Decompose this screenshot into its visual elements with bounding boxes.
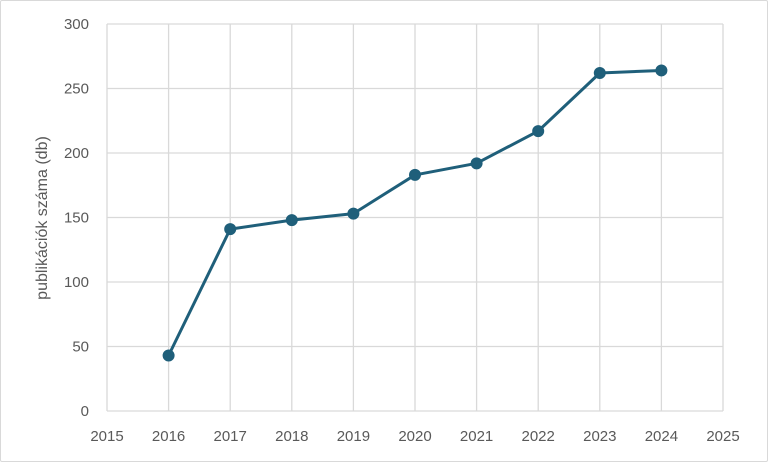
x-tick-label-2024: 2024: [645, 428, 678, 445]
x-tick-label-2023: 2023: [583, 428, 616, 445]
axis-tick-labels: 0 50 100 150 200 250 300 2015 2016 2017 2018 2019 20…: [64, 16, 740, 445]
grid-layer: [106, 23, 724, 412]
data-point-2023: [593, 67, 606, 80]
x-tick-label-2022: 2022: [522, 428, 555, 445]
x-tick-label-2015: 2015: [90, 428, 123, 445]
series-layer: [162, 64, 668, 362]
data-point-2016: [162, 349, 175, 362]
data-point-2020: [409, 168, 421, 181]
y-tick-label-250: 250: [64, 81, 89, 98]
x-tick-label-2018: 2018: [275, 428, 308, 445]
data-point-2024: [655, 64, 668, 77]
x-tick-label-2021: 2021: [460, 428, 493, 445]
data-point-2017: [224, 223, 237, 236]
x-tick-label-2025: 2025: [706, 428, 739, 445]
y-tick-label-100: 100: [64, 274, 89, 291]
y-axis-title: publikációk száma (db): [34, 136, 51, 300]
data-point-2018: [285, 214, 298, 227]
y-tick-label-0: 0: [81, 403, 89, 420]
data-point-2022: [532, 125, 545, 138]
y-tick-label-50: 50: [72, 339, 89, 356]
x-tick-label-2020: 2020: [398, 428, 431, 445]
x-tick-label-2017: 2017: [214, 428, 247, 445]
y-tick-label-300: 300: [64, 16, 89, 33]
y-tick-label-200: 200: [64, 145, 89, 162]
data-point-2021: [470, 157, 483, 170]
x-tick-label-2016: 2016: [152, 428, 185, 445]
x-tick-label-2019: 2019: [337, 428, 370, 445]
y-tick-label-150: 150: [64, 210, 89, 227]
data-point-2019: [347, 207, 360, 220]
